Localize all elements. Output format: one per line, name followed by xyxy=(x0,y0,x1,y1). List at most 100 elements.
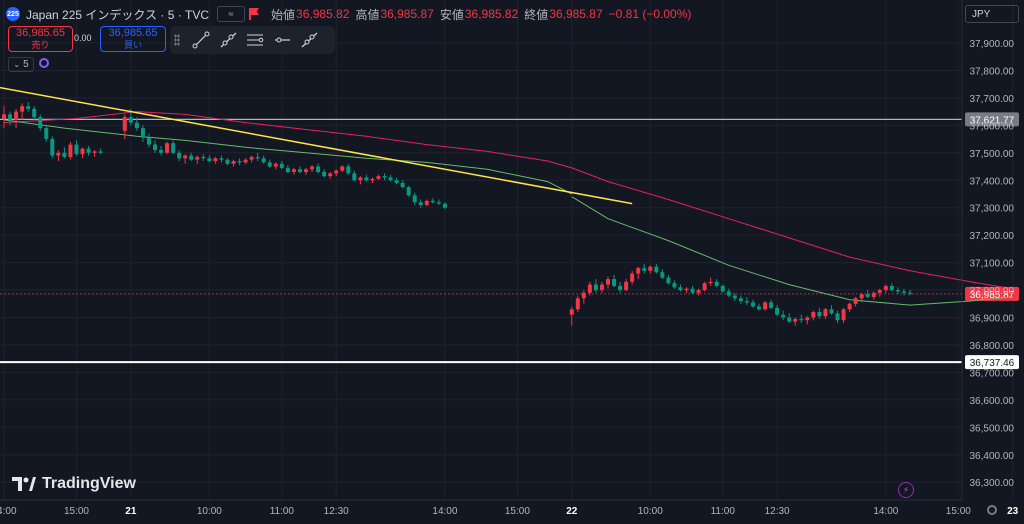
lightning-icon[interactable]: ⚡ xyxy=(898,482,914,498)
currency-button[interactable]: JPY xyxy=(965,5,1019,23)
candle-body xyxy=(86,148,91,153)
time-tick-label: 12:30 xyxy=(765,506,790,517)
candle-body xyxy=(436,202,441,204)
candle-body xyxy=(171,143,176,153)
candle-body xyxy=(273,163,278,167)
candle-body xyxy=(738,298,743,302)
candle-body xyxy=(799,318,804,321)
buy-button[interactable]: 36,985.65 買い xyxy=(100,26,166,52)
candle-body xyxy=(412,195,417,203)
candle-body xyxy=(811,312,816,318)
candle-body xyxy=(267,162,272,167)
candle-body xyxy=(201,156,206,159)
parallel-channel-icon[interactable] xyxy=(242,28,268,52)
tradingview-logo[interactable]: TradingView xyxy=(12,474,136,494)
candle-body xyxy=(297,169,302,173)
close-value: 36,985.87 xyxy=(549,7,603,21)
price-tick-label: 37,100.00 xyxy=(970,259,1015,270)
extended-line-icon[interactable] xyxy=(296,28,322,52)
chevron-down-icon: ⌄ xyxy=(13,60,21,69)
candle-body xyxy=(612,279,617,286)
candle-body xyxy=(690,288,695,293)
horizontal-ray-icon[interactable] xyxy=(269,28,295,52)
candle-body xyxy=(424,200,429,205)
candle-body xyxy=(702,283,707,291)
candle-body xyxy=(44,128,49,140)
candle-body xyxy=(346,166,351,174)
candle-body xyxy=(122,117,127,131)
candle-body xyxy=(684,288,689,291)
candle-body xyxy=(871,292,876,297)
candle-body xyxy=(769,302,774,308)
candle-body xyxy=(231,161,236,164)
candle-body xyxy=(370,178,375,181)
price-tick-label: 36,600.00 xyxy=(970,396,1015,407)
candle-body xyxy=(636,268,641,274)
brand-text: TradingView xyxy=(42,475,136,492)
candle-body xyxy=(654,266,659,273)
level-price-tag xyxy=(965,112,1019,127)
x-gridlines xyxy=(3,0,1014,500)
horizontal-levels[interactable]: 37,621.77 36,737.46 36,985.87 xyxy=(0,112,1019,370)
trendline[interactable] xyxy=(0,83,633,205)
time-tick-label: 23 xyxy=(1007,506,1019,517)
candle-body xyxy=(243,159,248,163)
candle-body xyxy=(62,152,67,157)
candle-body xyxy=(32,108,37,118)
candle-body xyxy=(195,156,200,160)
settings-icon[interactable] xyxy=(987,505,997,515)
interval-value: 5 xyxy=(23,59,29,70)
interval-selector[interactable]: ⌄ 5 xyxy=(8,57,34,72)
candle-body xyxy=(364,177,369,181)
trendline-path xyxy=(0,86,633,205)
price-tick-label: 36,400.00 xyxy=(970,451,1015,462)
tradingview-icon xyxy=(12,477,36,491)
candle-body xyxy=(744,301,749,303)
high-value: 36,985.87 xyxy=(380,7,434,21)
candle-body xyxy=(279,163,284,168)
candle-body xyxy=(406,187,411,196)
time-axis[interactable]: 14:00 15:00 21 10:00 11:00 12:30 14:00 15:00 22 1… xyxy=(0,499,1019,517)
candle-body xyxy=(908,292,912,294)
candle-body xyxy=(177,152,182,159)
indicator-settings-icon[interactable] xyxy=(39,58,49,68)
candle-body xyxy=(207,158,212,162)
time-tick-label: 11:00 xyxy=(270,506,295,517)
candle-body xyxy=(249,156,254,160)
candle-body xyxy=(2,114,6,119)
candle-body xyxy=(750,302,755,307)
candle-body xyxy=(418,202,423,205)
symbol-title[interactable]: Japan 225 インデックス · 5 · TVC xyxy=(26,7,210,22)
time-tick-label: 15:00 xyxy=(505,506,530,517)
candle-body xyxy=(165,143,170,153)
flag-icon[interactable] xyxy=(249,8,259,20)
price-tick-label: 36,300.00 xyxy=(970,478,1015,489)
candle-body xyxy=(134,122,139,129)
candle-body xyxy=(291,169,296,173)
price-axis[interactable]: 37,900.00 37,800.00 37,700.00 37,600.00 37,5… xyxy=(961,0,1015,500)
sell-button[interactable]: 36,985.65 売り xyxy=(8,26,73,52)
candle-body xyxy=(92,151,97,153)
candle-body xyxy=(847,303,852,310)
symbol-logo: 225 xyxy=(6,7,20,21)
time-tick-label: 10:00 xyxy=(638,506,663,517)
candle-body xyxy=(606,279,610,285)
candle-body xyxy=(581,292,586,299)
ray-icon[interactable] xyxy=(215,28,241,52)
candle-body xyxy=(255,156,260,159)
price-tick-label: 37,600.00 xyxy=(970,121,1015,132)
candle-body xyxy=(14,111,19,120)
drag-handle-icon[interactable] xyxy=(174,34,180,46)
visibility-icon[interactable]: ≈ xyxy=(217,6,246,22)
candle-body xyxy=(648,266,653,271)
candle-body xyxy=(8,114,13,120)
price-tick-label: 37,800.00 xyxy=(970,66,1015,77)
candle-body xyxy=(829,309,834,314)
price-tick-label: 36,500.00 xyxy=(970,423,1015,434)
candle-body xyxy=(714,281,719,286)
trend-line-icon[interactable] xyxy=(188,28,214,52)
candle-body xyxy=(859,294,864,299)
price-tick-label: 37,200.00 xyxy=(970,231,1015,242)
